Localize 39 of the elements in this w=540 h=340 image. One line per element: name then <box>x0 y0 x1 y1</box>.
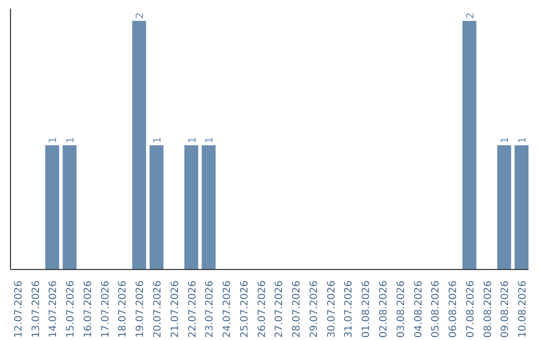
x-tick-label: 12.07.2026 <box>13 280 24 338</box>
x-tick-label: 23.07.2026 <box>204 280 216 338</box>
x-tick-label: 20.07.2026 <box>152 280 164 338</box>
x-tick-label: 22.07.2026 <box>187 280 198 338</box>
x-tick-label: 01.08.2026 <box>361 280 372 338</box>
x-tick-label: 27.07.2026 <box>274 280 286 338</box>
data-label: 1 <box>66 136 77 144</box>
x-tick-label: 02.08.2026 <box>378 280 390 338</box>
x-tick-label: 24.07.2026 <box>222 280 234 338</box>
data-label: 1 <box>204 136 216 144</box>
x-tick-label: 25.07.2026 <box>239 280 250 338</box>
x-tick-label: 19.07.2026 <box>135 280 146 338</box>
x-tick-label: 08.08.2026 <box>482 280 494 338</box>
x-tick-label: 14.07.2026 <box>48 280 60 338</box>
x-tick-label: 10.08.2026 <box>518 280 529 338</box>
x-tick-label: 18.07.2026 <box>118 280 129 338</box>
x-tick-label: 26.07.2026 <box>256 280 268 338</box>
data-label: 1 <box>187 136 198 144</box>
data-label: 1 <box>152 136 164 144</box>
x-tick-label: 31.07.2026 <box>344 280 355 338</box>
x-tick-label: 06.08.2026 <box>448 280 460 338</box>
x-tick-label: 16.07.2026 <box>82 280 94 338</box>
x-tick-label: 07.08.2026 <box>465 280 476 338</box>
data-label: 1 <box>518 136 529 144</box>
data-label: 2 <box>135 12 146 19</box>
data-label: 1 <box>500 136 512 144</box>
data-label: 1 <box>48 136 60 144</box>
x-tick-label: 17.07.2026 <box>100 280 112 338</box>
x-tick-label: 29.07.2026 <box>308 280 320 338</box>
x-tick-label: 04.08.2026 <box>413 280 424 338</box>
x-tick-label: 30.07.2026 <box>326 280 338 338</box>
x-tick-label: 28.07.2026 <box>292 280 303 338</box>
x-tick-label: 15.07.2026 <box>66 280 77 338</box>
data-label: 2 <box>465 12 476 19</box>
x-tick-label: 05.08.2026 <box>430 280 442 338</box>
x-tick-label: 03.08.2026 <box>396 280 407 338</box>
x-tick-label: 09.08.2026 <box>500 280 512 338</box>
x-tick-label: 13.07.2026 <box>30 280 42 338</box>
x-tick-label: 21.07.2026 <box>170 280 181 338</box>
